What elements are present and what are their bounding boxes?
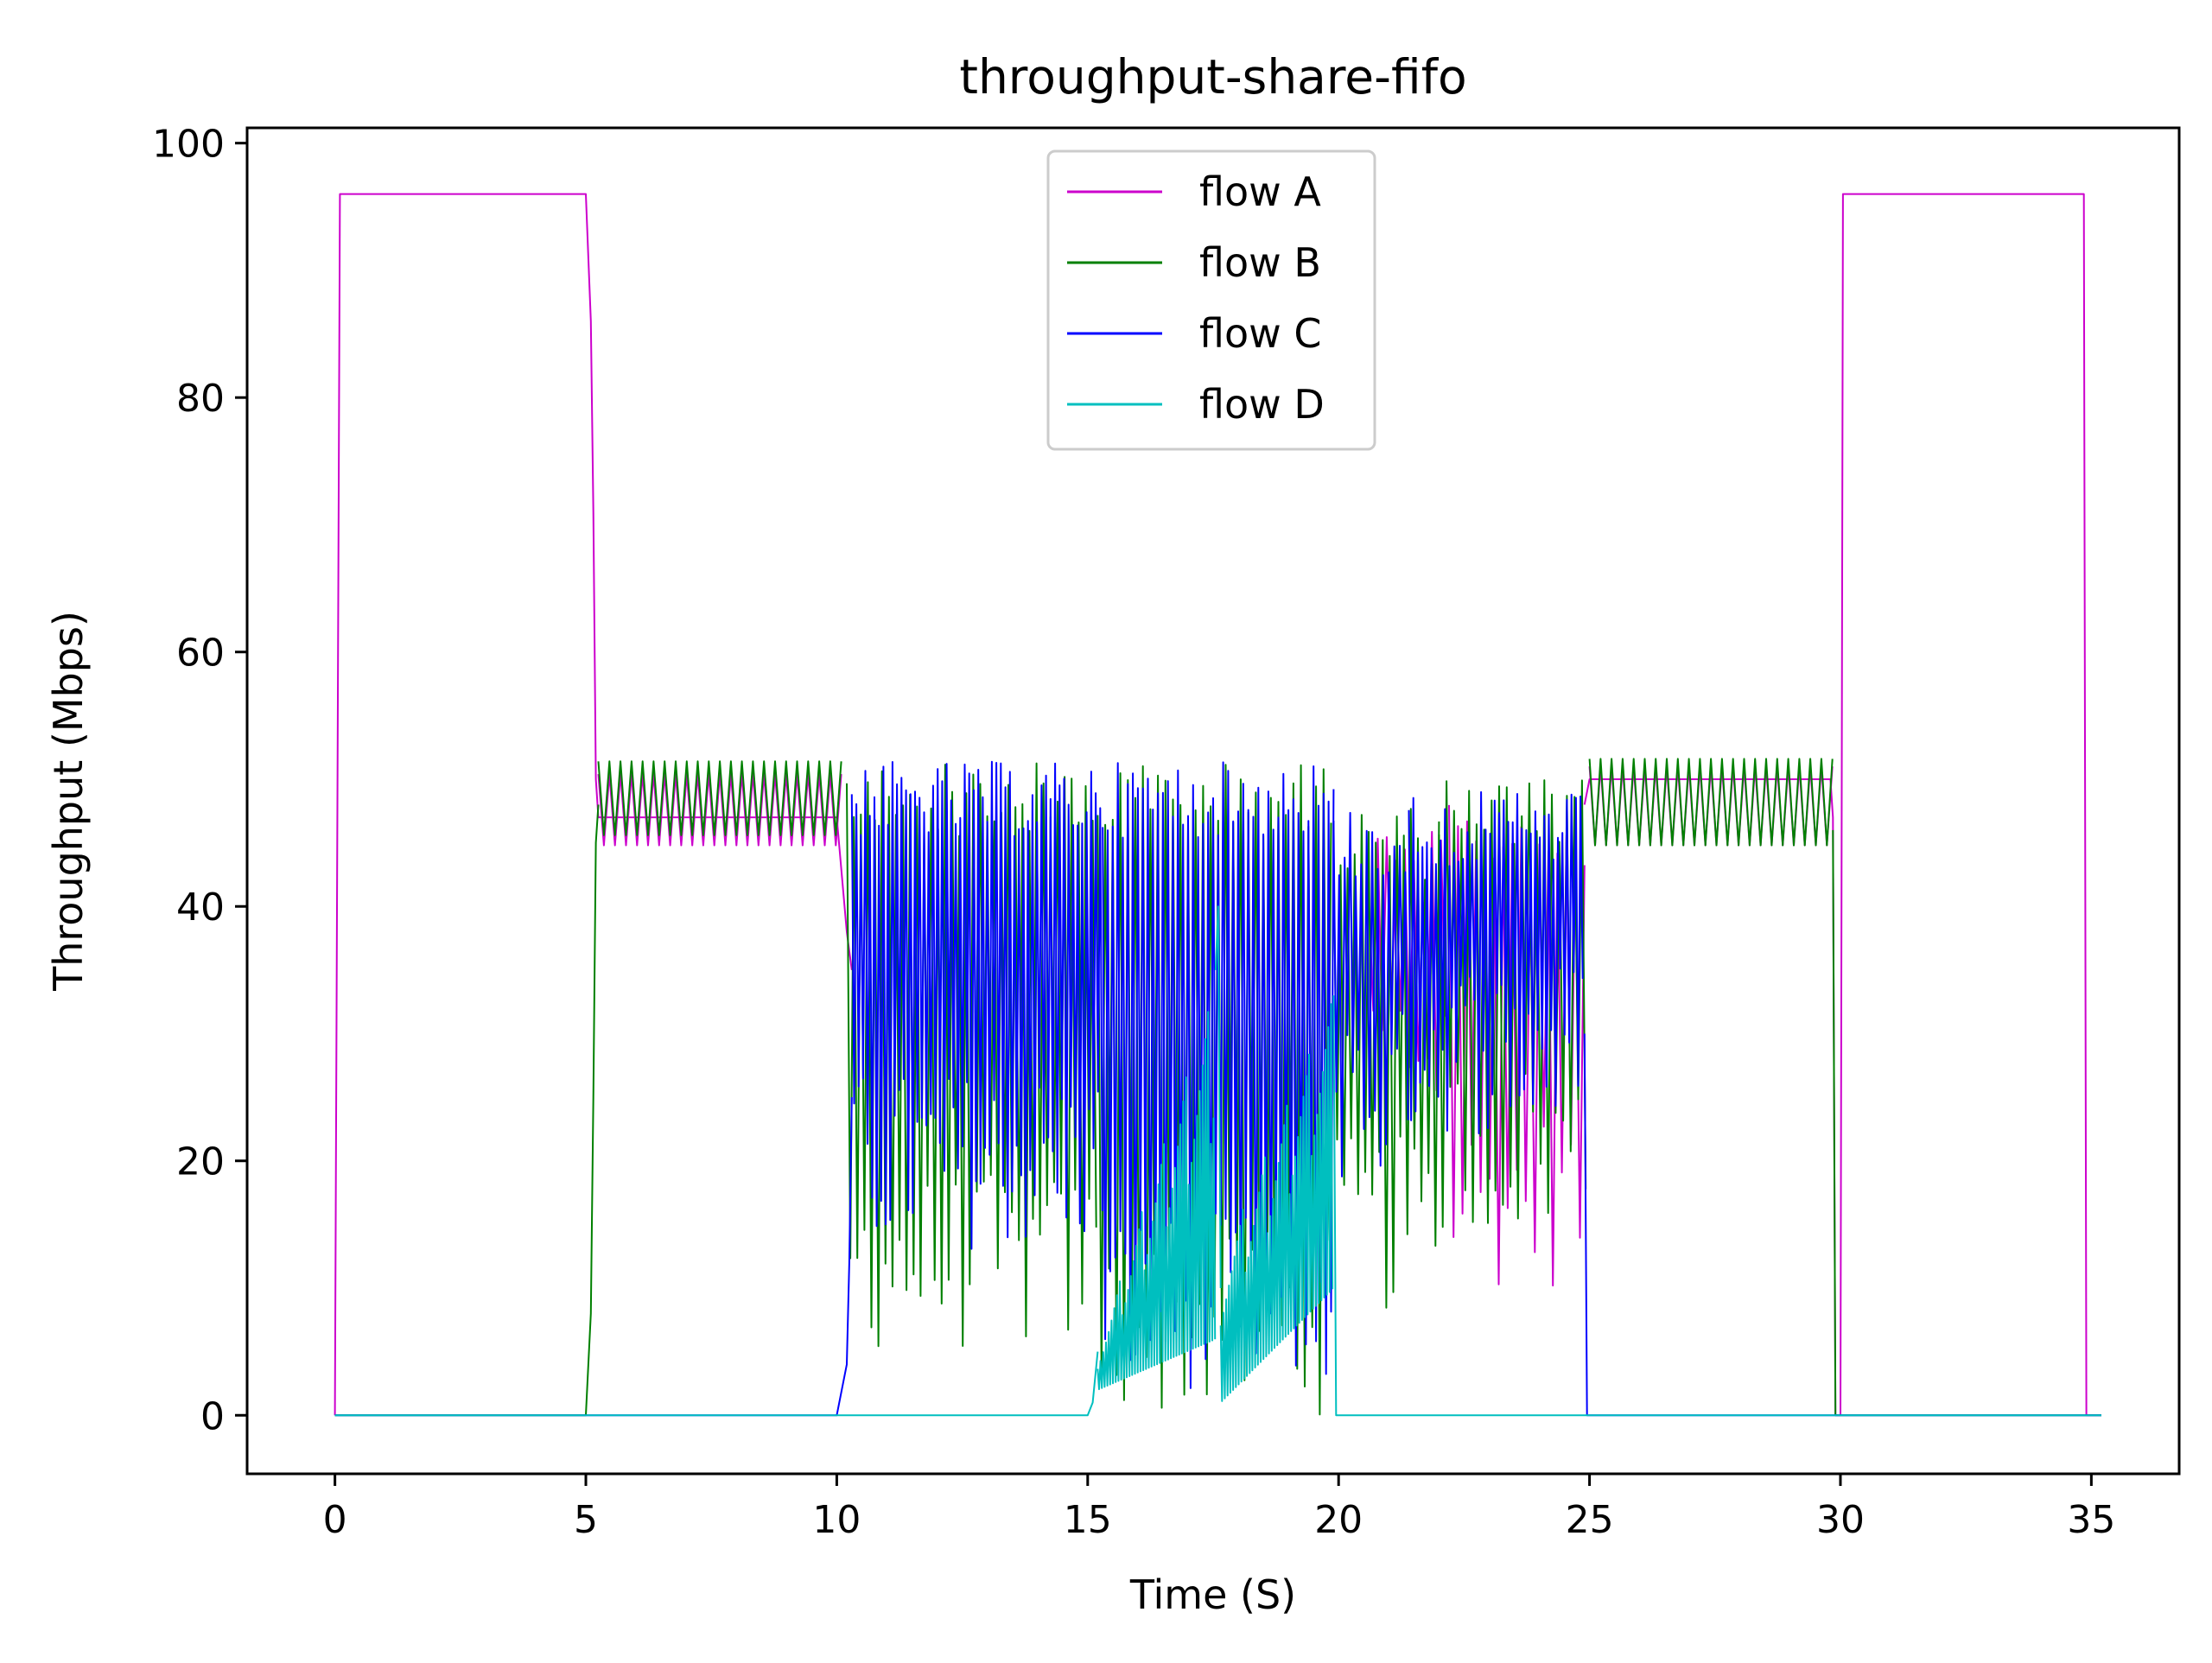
series-line: [1438, 779, 1587, 1228]
y-axis: 0 20 40 60 80 100: [152, 123, 247, 1438]
series-line: [597, 760, 842, 836]
series-line: [1096, 1011, 1217, 1391]
series-layer: [334, 193, 2101, 1417]
legend: flow A flow B flow C flow D: [1046, 149, 1376, 451]
legend-label: flow A: [1199, 168, 1321, 215]
y-tick-label: 40: [176, 885, 225, 930]
chart-title: throughput-share-fifo: [959, 49, 1466, 105]
x-tick-label: 5: [574, 1498, 598, 1542]
x-tick-label: 20: [1314, 1498, 1363, 1542]
x-axis-label: Time (S): [1129, 1571, 1296, 1618]
series-flow-d: [334, 905, 2101, 1417]
y-tick-label: 100: [152, 123, 225, 167]
series-line: [1332, 811, 1409, 1177]
legend-label: flow C: [1199, 310, 1321, 357]
x-axis: 0 5 10 15 20 25 30 35: [323, 1474, 2115, 1542]
x-tick-label: 10: [812, 1498, 861, 1542]
y-tick-label: 20: [176, 1140, 225, 1184]
y-tick-label: 60: [176, 632, 225, 676]
plot-frame: [245, 126, 2181, 1476]
series-line: [334, 1351, 1099, 1417]
x-tick-label: 15: [1064, 1498, 1112, 1542]
series-line: [1332, 995, 2101, 1417]
y-axis-label: Throughput (Mbps): [45, 611, 92, 992]
series-line: [1332, 808, 1440, 1309]
x-tick-label: 30: [1816, 1498, 1865, 1542]
series-line: [334, 193, 853, 1416]
series-line: [1219, 1003, 1334, 1402]
x-tick-label: 0: [323, 1498, 347, 1542]
x-tick-label: 25: [1566, 1498, 1614, 1542]
legend-label: flow B: [1199, 239, 1321, 286]
y-tick-label: 0: [200, 1394, 225, 1438]
series-line: [1214, 905, 1222, 1289]
x-tick-label: 35: [2067, 1498, 2115, 1542]
y-tick-label: 80: [176, 377, 225, 421]
legend-label: flow D: [1199, 381, 1325, 428]
series-line: [850, 760, 1103, 1250]
series-line: [1588, 758, 1834, 847]
series-line: [1408, 790, 1584, 1134]
legend-box: [1046, 149, 1376, 451]
